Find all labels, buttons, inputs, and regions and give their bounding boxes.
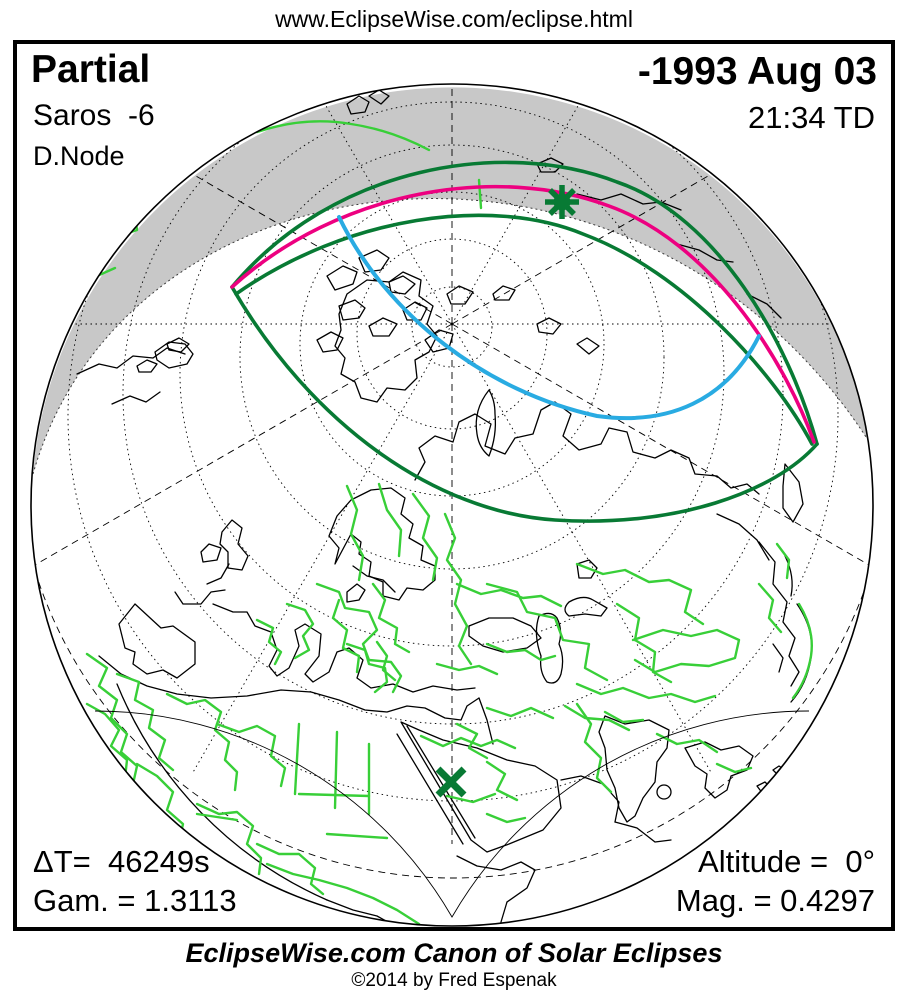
eclipse-curves xyxy=(230,160,819,523)
copyright-text: ©2014 by Fred Espenak xyxy=(351,970,557,991)
page-url-text: www.EclipseWise.com/eclipse.html xyxy=(275,6,633,32)
eclipse-map xyxy=(30,83,874,927)
coastlines xyxy=(76,89,813,926)
maximum-eclipse-blue-curve xyxy=(337,215,761,421)
globe-rim xyxy=(30,83,874,927)
delta-t-label: ΔT= 46249s xyxy=(33,844,210,880)
inner-rim-arc xyxy=(94,710,810,918)
country-borders xyxy=(81,120,813,926)
magnitude-label: Mag. = 0.4297 xyxy=(675,883,875,919)
eclipse-type-label: Partial xyxy=(31,48,151,91)
eclipse-time-label: 21:34 TD xyxy=(748,100,875,135)
node-label: D.Node xyxy=(33,141,125,171)
terminator-line xyxy=(32,198,869,475)
sub-solar-x-marker xyxy=(435,766,467,798)
eclipse-map-frame: Partial Saros -6 D.Node -1993 Aug 03 21:… xyxy=(13,40,895,931)
canon-title: EclipseWise.com Canon of Solar Eclipses xyxy=(185,938,723,968)
night-shading xyxy=(33,87,868,474)
eclipse-inner-green-curve xyxy=(234,213,814,446)
eclipse-limit-bottom-curve xyxy=(230,285,819,523)
eclipse-date-label: -1993 Aug 03 xyxy=(637,50,877,93)
greatest-eclipse-star-marker xyxy=(545,185,579,219)
eclipse-limit-top-curve xyxy=(230,160,819,446)
gamma-label: Gam. = 1.3113 xyxy=(33,883,237,919)
altitude-label: Altitude = 0° xyxy=(698,844,875,880)
saros-label: Saros -6 xyxy=(33,99,155,132)
